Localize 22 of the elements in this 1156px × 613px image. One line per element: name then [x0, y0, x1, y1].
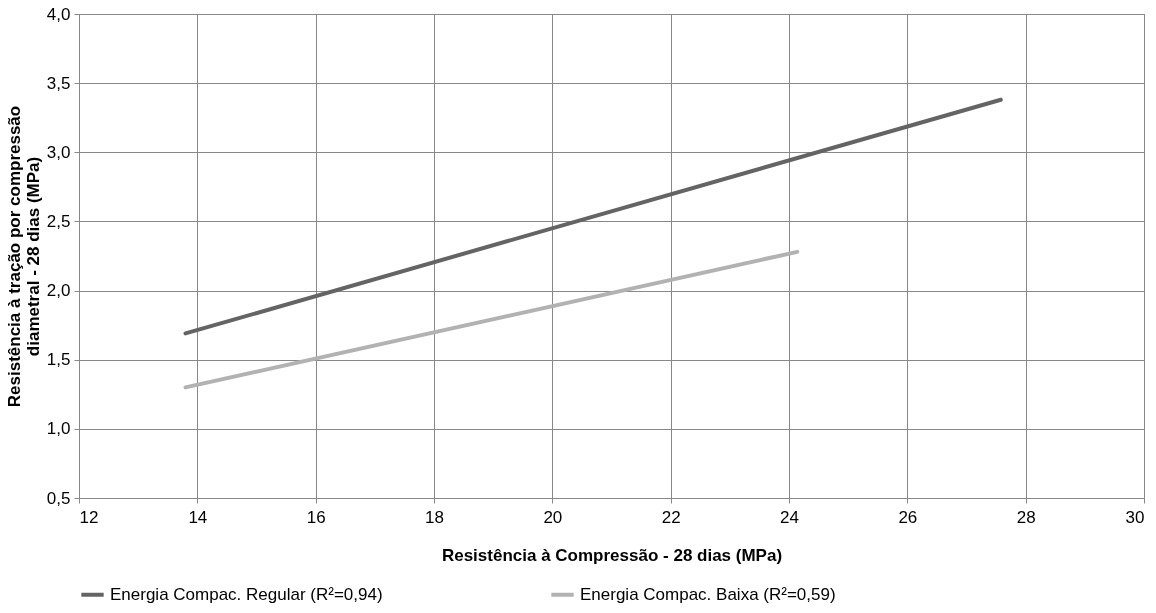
- legend-label: Energia Compac. Baixa (R²=0,59): [580, 584, 836, 604]
- legend-label: Energia Compac. Regular (R²=0,94): [110, 584, 383, 604]
- y-tick-label: 2,0: [46, 281, 71, 301]
- y-axis-title: Resistência à tração por compressão diametral - 28 dias (MPa): [4, 105, 43, 408]
- x-tick-label: 22: [661, 507, 681, 527]
- x-tick-label: 26: [898, 507, 918, 527]
- x-tick-label: 14: [188, 507, 208, 527]
- x-tick-label: 16: [306, 507, 326, 527]
- y-tick-label: 4,0: [46, 4, 71, 24]
- x-tick-label: 30: [1125, 507, 1145, 527]
- x-tick-label: 28: [1016, 507, 1036, 527]
- x-tick-label: 12: [79, 507, 99, 527]
- y-tick-label: 0,5: [46, 488, 71, 508]
- y-tick-label: 2,5: [46, 211, 71, 231]
- y-tick-label: 1,0: [46, 419, 71, 439]
- x-tick-label: 20: [543, 507, 563, 527]
- x-tick-label: 18: [425, 507, 444, 527]
- x-axis-title: Resistência à Compressão - 28 dias (MPa): [441, 545, 783, 565]
- x-tick-label: 24: [780, 507, 799, 527]
- y-tick-label: 1,5: [46, 350, 71, 370]
- y-tick-label: 3,5: [46, 73, 71, 93]
- y-tick-label: 3,0: [46, 142, 71, 162]
